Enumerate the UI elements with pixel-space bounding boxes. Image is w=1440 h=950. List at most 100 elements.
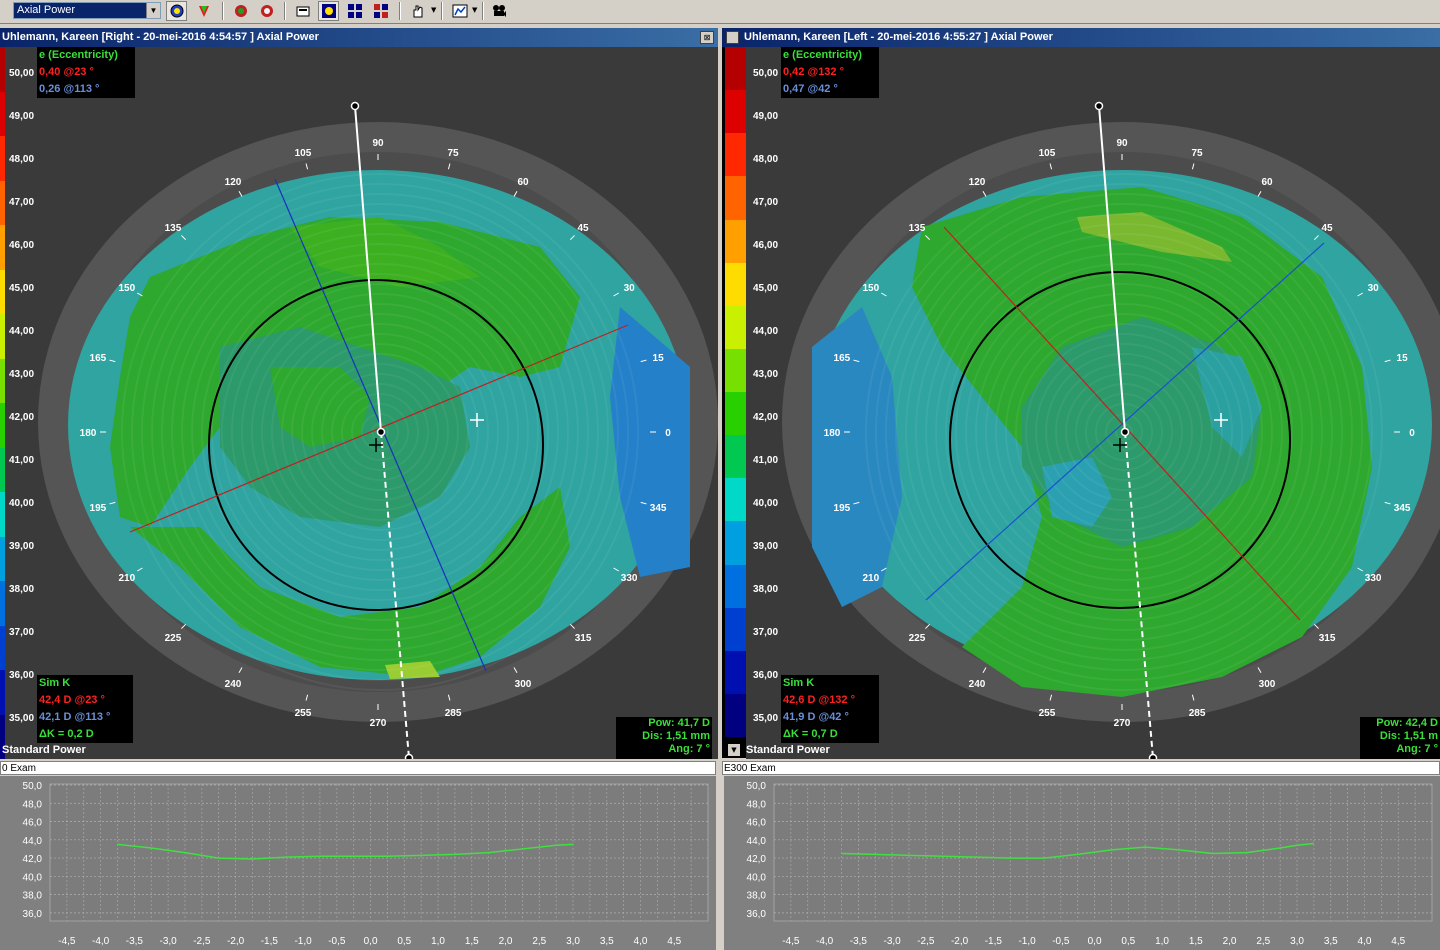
y-tick-label: 46,0 (23, 818, 43, 829)
placido-ring (301, 353, 459, 511)
quad-view-button[interactable] (344, 1, 365, 21)
x-tick-label: -0,5 (1052, 936, 1070, 947)
scale-label: 48,00 (753, 154, 779, 165)
chevron-down-icon[interactable]: ▼ (146, 3, 160, 18)
angle-tick (613, 567, 620, 572)
maximize-icon[interactable]: ⊠ (700, 31, 714, 44)
angle-label: 330 (621, 573, 638, 584)
cursor-distance: Dis: 1,51 m (1379, 730, 1438, 742)
y-tick-label: 40,0 (747, 872, 767, 883)
placido-ring (311, 363, 449, 501)
angle-label: 105 (1039, 148, 1056, 159)
exam-label-right[interactable]: E300 Exam (722, 761, 1440, 775)
hand-tool-dropdown-icon[interactable]: ▼ (431, 6, 437, 14)
exam-label-left[interactable]: 0 Exam (0, 761, 716, 775)
angle-tick (238, 190, 243, 197)
angle-tick (109, 501, 116, 505)
scale-color-segment (0, 180, 5, 225)
handle-point (404, 753, 414, 759)
power-mode-label[interactable]: Standard Power (746, 744, 830, 756)
placido-ring (955, 263, 1293, 601)
x-tick-label: 0,5 (397, 936, 411, 947)
chart-icon (452, 4, 467, 18)
angle-tick (1257, 190, 1262, 197)
angle-tick (880, 292, 887, 297)
scale-color-segment (725, 90, 746, 134)
scale-label: 45,00 (9, 283, 35, 294)
y-tick-label: 46,0 (747, 818, 767, 829)
eccentricity-title: e (Eccentricity) (39, 49, 118, 61)
scale-label: 40,00 (9, 498, 35, 509)
angle-label: 165 (90, 353, 107, 364)
chart-tool-button[interactable] (449, 1, 470, 21)
cursor-distance: Dis: 1,51 mm (642, 730, 710, 742)
scale-color-segment (725, 650, 746, 694)
scale-label: 42,00 (9, 412, 35, 423)
exam-button-2[interactable] (256, 1, 277, 21)
folder-button[interactable] (292, 1, 313, 21)
panel-title: Uhlemann, Kareen [Left - 20-mei-2016 4:5… (722, 28, 1440, 47)
simk-blue: 42,1 D @113 ° (39, 711, 111, 723)
scale-color-segment (0, 358, 5, 403)
scale-label: 37,00 (9, 627, 35, 638)
chart-tool-dropdown-icon[interactable]: ▼ (472, 6, 478, 14)
cursor-angle: Ang: 7 ° (668, 743, 710, 755)
x-tick-label: -1,0 (294, 936, 312, 947)
placido-ring (905, 213, 1343, 651)
angle-label: 15 (1397, 353, 1409, 364)
handle-point (1094, 101, 1104, 111)
eccentricity-red: 0,42 @132 ° (783, 66, 844, 78)
topography-map[interactable]: 0 15 30 45 60 75 90 105 120 135 150 165 180 195 210 225… (0, 47, 718, 759)
x-tick-label: 4,5 (667, 936, 681, 947)
scale-color-segment (0, 581, 5, 626)
x-tick-label: 4,0 (634, 936, 648, 947)
map-type-dropdown[interactable]: Axial Power ▼ (13, 2, 161, 19)
angle-label: 285 (1189, 708, 1206, 719)
angle-label: 300 (1259, 679, 1276, 690)
placido-ring (895, 203, 1353, 661)
placido-ring (1085, 393, 1163, 471)
profile-plot-left: 50,0 48,0 46,0 44,0 42,0 40,0 38,0 36,0 -4,5 -4,0… (0, 776, 716, 950)
placido-ring (121, 173, 639, 691)
topography-map[interactable]: 0 15 30 45 60 75 90 105 120 135 150 165 180 195 210 225… (722, 47, 1440, 759)
scale-color-segment (725, 219, 746, 263)
map-panel-left-eye[interactable]: Uhlemann, Kareen [Left - 20-mei-2016 4:5… (722, 28, 1440, 759)
y-tick-label: 40,0 (23, 872, 43, 883)
map-green-region (270, 367, 370, 447)
scale-label: 49,00 (9, 111, 35, 122)
map-panel-right-eye[interactable]: Uhlemann, Kareen [Right - 20-mei-2016 4:… (0, 28, 718, 759)
color-map-button[interactable] (193, 1, 214, 21)
angle-tick (640, 501, 647, 505)
x-tick-label: -2,0 (227, 936, 245, 947)
handle-point (350, 101, 360, 111)
angle-tick (447, 694, 451, 701)
x-tick-label: -0,5 (328, 936, 346, 947)
eye-view-button[interactable] (166, 1, 187, 21)
x-tick-label: -3,0 (159, 936, 177, 947)
placido-ring (271, 323, 489, 541)
scale-label: 35,00 (9, 713, 35, 724)
exam-button-1[interactable] (230, 1, 251, 21)
movie-button[interactable] (488, 1, 509, 21)
hand-tool-button[interactable] (407, 1, 428, 21)
angle-label: 30 (624, 283, 636, 294)
placido-ring (291, 343, 469, 521)
cursor-power: Pow: 42,4 D (1376, 717, 1438, 729)
x-tick-label: 1,0 (1155, 936, 1169, 947)
compare-view-button[interactable] (370, 1, 391, 21)
x-tick-label: -3,5 (126, 936, 144, 947)
eccentricity-blue: 0,26 @113 ° (39, 83, 100, 95)
single-view-button[interactable] (318, 1, 339, 21)
x-tick-label: 3,0 (566, 936, 580, 947)
power-mode-label[interactable]: Standard Power (2, 744, 86, 756)
separator (441, 2, 443, 20)
angle-tick (305, 694, 309, 701)
placido-ring (341, 393, 419, 471)
placido-ring (1095, 403, 1153, 461)
angle-label: 105 (295, 148, 312, 159)
chevron-down-icon[interactable]: ▼ (728, 744, 740, 756)
x-tick-label: -2,0 (951, 936, 969, 947)
x-tick-label: 0,0 (1088, 936, 1102, 947)
cursor-power: Pow: 41,7 D (648, 717, 710, 729)
placido-ring (231, 283, 529, 581)
